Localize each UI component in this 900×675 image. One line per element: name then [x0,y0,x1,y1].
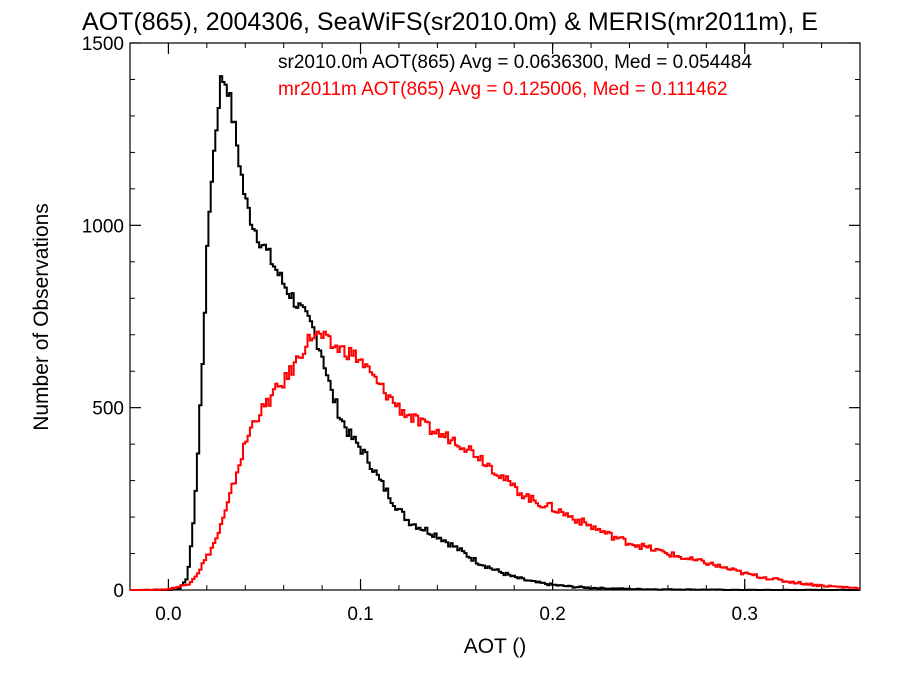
y-tick-label: 1000 [82,216,124,237]
chart-title: AOT(865), 2004306, SeaWiFS(sr2010.0m) & … [82,8,818,36]
x-tick-label: 0.3 [732,604,758,625]
x-axis-label: AOT () [464,635,527,658]
y-tick-label: 500 [92,399,124,420]
annotation-sr2010: sr2010.0m AOT(865) Avg = 0.0636300, Med … [278,52,752,73]
series-line-sr2010.0m [130,75,860,591]
axis-ticks [129,42,861,591]
y-tick-label: 1500 [82,34,124,55]
y-tick-labels: 0 500 1000 1500 [82,34,124,602]
x-tick-label: 0.0 [155,604,181,625]
x-tick-label: 0.2 [539,604,565,625]
series-line-mr2011m [130,330,860,591]
plot-frame [129,42,861,591]
x-tick-labels: 0.0 0.1 0.2 0.3 [155,604,758,625]
series-lines [130,75,860,591]
x-tick-label: 0.1 [347,604,373,625]
y-tick-label: 0 [113,581,124,602]
annotation-mr2011: mr2011m AOT(865) Avg = 0.125006, Med = 0… [278,79,728,100]
y-axis-label: Number of Observations [30,203,53,431]
